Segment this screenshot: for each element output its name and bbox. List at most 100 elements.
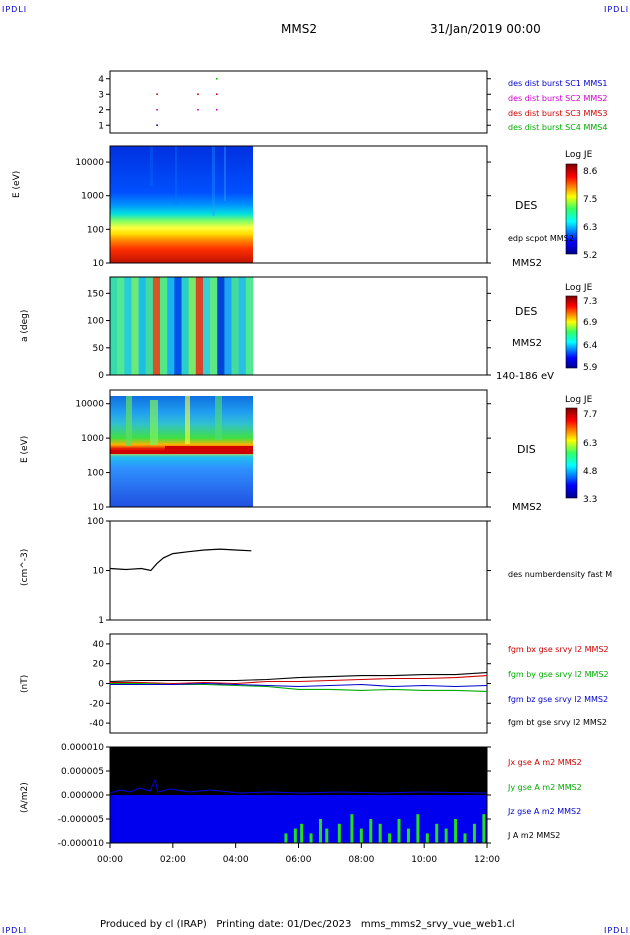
current-spike (406, 828, 410, 843)
des-energy-yaxis: 10 100 1000 10000 (75, 158, 491, 269)
logo-bottom-left: IPDLI (2, 926, 28, 935)
current-spike (350, 814, 354, 843)
pitch-column (110, 277, 118, 375)
current-spike (482, 814, 486, 843)
density-y-tick-label: 1 (98, 616, 104, 626)
current-spike (378, 823, 382, 843)
dis-e-y-tick-label: 10000 (75, 400, 104, 410)
current-y-tick-label: 0.000005 (61, 767, 104, 777)
dis-energy-colorbar-title: Log JE (565, 395, 593, 405)
des-energy-cb-tick-2: 7.5 (583, 195, 598, 205)
date-title: 31/Jan/2019 00:00 (430, 22, 541, 36)
des-energy-label: DES (515, 199, 538, 212)
pitch-cb-tick-1: 7.3 (583, 297, 598, 307)
current-spike (444, 828, 448, 843)
bfield-line (110, 682, 488, 688)
density-ylabel: (cm^-3) (20, 548, 30, 586)
pitch-column (152, 277, 161, 375)
dis-energy-yaxis: 10 100 1000 10000 (75, 400, 491, 513)
bfield-ylabel: (nT) (20, 674, 30, 693)
dis-energy-label: DIS (517, 443, 536, 456)
current-spike (293, 828, 297, 843)
current-spike (284, 833, 288, 843)
current-spike (454, 819, 458, 843)
density-y-tick-label: 100 (87, 517, 104, 527)
burst-point (197, 108, 199, 111)
burst-y-tick-label: 3 (98, 90, 104, 100)
time-tick-label: 10:00 (411, 855, 437, 865)
des-energy-ylabel: E (eV) (12, 170, 22, 198)
des-energy-cb-tick-3: 6.3 (583, 223, 598, 233)
logo-top-left: IPDLI (2, 5, 28, 14)
burst-points (156, 77, 218, 127)
density-panel: 1 10 100 (87, 517, 491, 626)
time-tick-label: 04:00 (223, 855, 249, 865)
des-energy-colorbar (565, 163, 578, 255)
dis-energy-cb-tick-4: 3.3 (583, 495, 598, 505)
burst-point (156, 124, 158, 127)
des-energy-colorbar-title: Log JE (565, 150, 593, 160)
current-panel: -0.000010 -0.000005 0.000000 0.000005 0.0000… (58, 743, 500, 865)
dis-energy-cb-tick-1: 7.7 (583, 410, 598, 420)
current-y-tick-label: -0.000010 (58, 839, 104, 849)
burst-point (156, 108, 158, 111)
current-spike (337, 823, 341, 843)
legend-burst-sc1: des dist burst SC1 MMS1 (508, 79, 608, 88)
legend-bz: fgm bz gse srvy l2 MMS2 (508, 695, 609, 704)
current-noise (109, 778, 488, 794)
pitch-y-tick-label: 100 (87, 317, 104, 327)
pitch-ylabel: a (deg) (20, 309, 30, 342)
burst-y-tick-label: 2 (98, 106, 104, 116)
legend-burst-sc3: des dist burst SC3 MMS3 (508, 109, 608, 118)
pitch-label: DES (515, 305, 538, 318)
current-y-tick-label: -0.000005 (58, 815, 104, 825)
pitch-column (224, 277, 232, 375)
burst-point (216, 77, 218, 80)
pitch-column (238, 277, 247, 375)
dis-e-y-tick-label: 100 (87, 469, 104, 479)
bfield-yaxis: -40 -20 0 20 40 (89, 640, 491, 729)
des-pitch-panel: 0 50 100 150 (87, 276, 578, 381)
des-energy-panel: 10 100 1000 10000 (75, 145, 578, 269)
bfield-y-tick-label: 20 (93, 660, 105, 670)
des-energy-cb-tick-4: 5.2 (583, 251, 598, 261)
bfield-y-tick-label: -20 (89, 699, 104, 709)
pitch-column (202, 277, 211, 375)
bfield-line (109, 672, 488, 683)
legend-burst-sc4: des dist burst SC4 MMS4 (508, 123, 608, 132)
density-yaxis: 1 10 100 (87, 517, 491, 626)
time-tick-label: 06:00 (286, 855, 312, 865)
legend-jz: Jz gse A m2 MMS2 (508, 807, 582, 816)
pitch-energy-range: 140-186 eV (496, 371, 554, 382)
current-spike (388, 833, 392, 843)
current-spike (435, 823, 439, 843)
pitch-cb-tick-3: 6.4 (583, 341, 598, 351)
dis-energy-ylabel: E (eV) (20, 435, 30, 463)
legend-by: fgm by gse srvy l2 MMS2 (508, 670, 609, 679)
current-spike (369, 819, 373, 843)
pitch-column (245, 277, 254, 375)
current-spike (416, 814, 420, 843)
logo-bottom-right: IPDLI (604, 926, 630, 935)
dis-energy-colorbar (565, 407, 578, 499)
current-spike (463, 833, 467, 843)
current-spike (300, 823, 304, 843)
pitch-column (117, 277, 125, 375)
pitch-angle-heatmap (110, 277, 254, 375)
density-legend: des numberdensity fast M (508, 570, 613, 579)
des-energy-cb-tick-1: 8.6 (583, 167, 598, 177)
time-tick-label: 08:00 (348, 855, 374, 865)
pitch-column (138, 277, 147, 375)
footer-credits: Produced by cl (IRAP) Printing date: 01/… (100, 919, 515, 930)
pitch-column (174, 277, 182, 375)
des-e-y-tick-label: 100 (87, 225, 104, 235)
time-tick-label: 12:00 (474, 855, 500, 865)
current-ylabel: (A/m2) (20, 782, 30, 813)
pitch-y-tick-label: 0 (98, 371, 104, 381)
logo-top-right: IPDLI (604, 5, 630, 14)
bfield-line (110, 675, 488, 685)
current-spike (425, 833, 429, 843)
current-spike (397, 819, 401, 843)
des-e-y-tick-label: 1000 (81, 192, 104, 202)
